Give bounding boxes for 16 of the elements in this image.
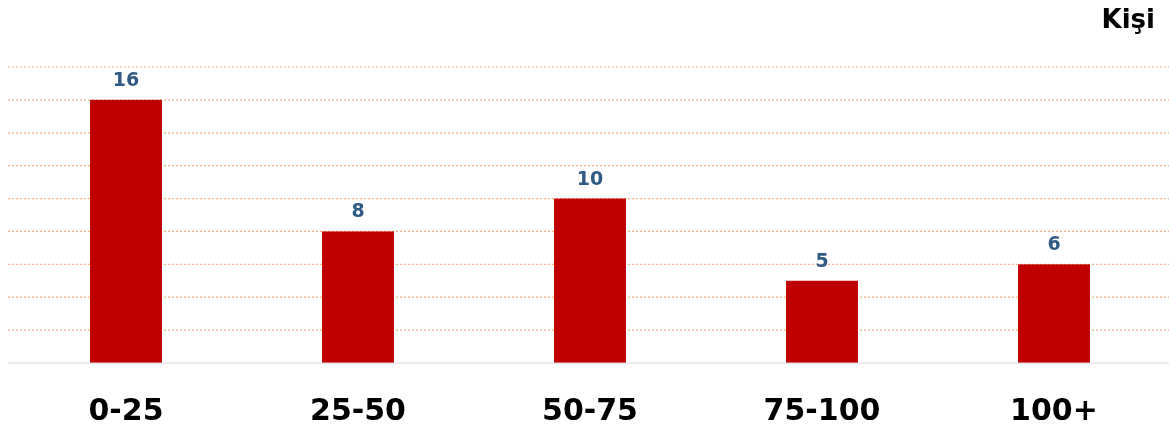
data-label: 16	[112, 67, 140, 90]
data-label: 6	[1047, 232, 1061, 255]
x-tick-label: 75-100	[763, 392, 881, 427]
data-label: 8	[351, 199, 365, 222]
bar	[322, 231, 394, 363]
bar	[554, 198, 626, 363]
bar	[90, 99, 162, 363]
x-tick-label: 50-75	[542, 392, 638, 427]
x-tick-label: 0-25	[88, 392, 164, 427]
bar	[1018, 264, 1090, 363]
data-label: 10	[576, 166, 604, 189]
x-tick-label: 100+	[1010, 392, 1098, 427]
y-axis-title: Kişi	[1101, 4, 1155, 34]
x-tick-label: 25-50	[310, 392, 406, 427]
data-label: 5	[815, 248, 829, 271]
bar	[786, 280, 858, 363]
